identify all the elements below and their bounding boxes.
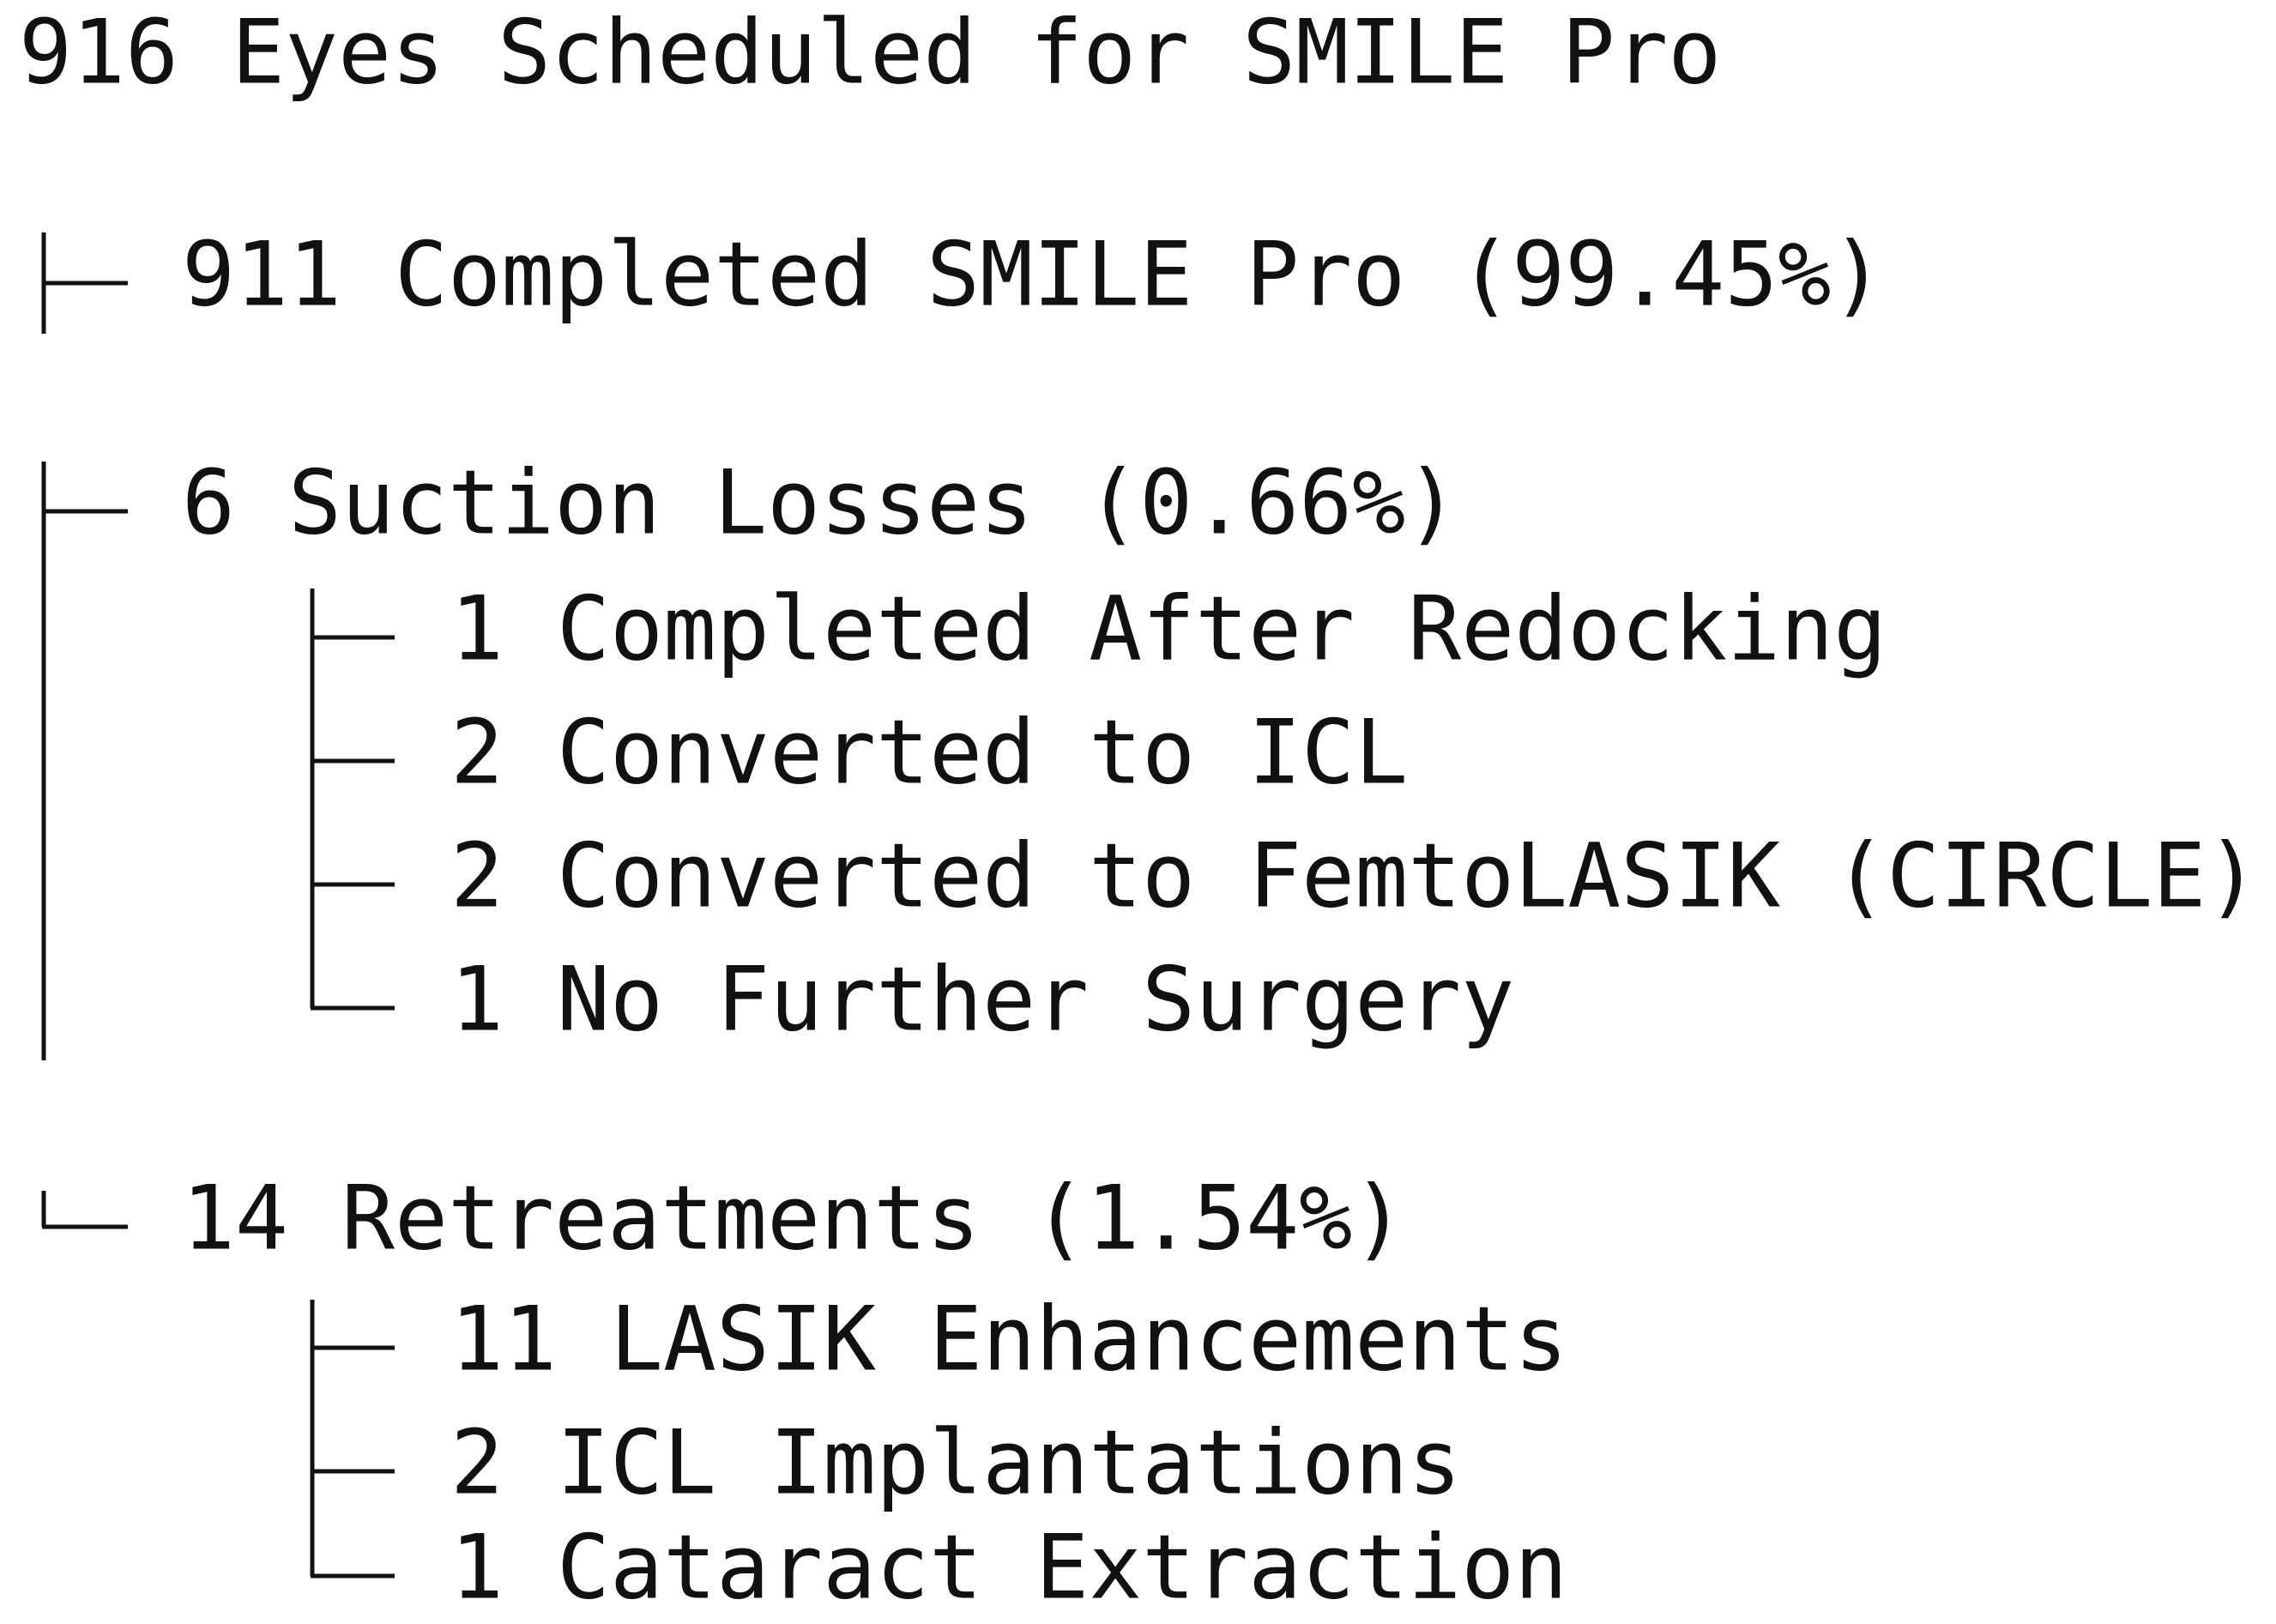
leaf-label: 2 ICL Implantations (450, 1411, 1461, 1514)
branch-label: 6 Suction Losses (0.66%) (182, 451, 1458, 554)
leaf-label: 11 LASIK Enhancements (450, 1288, 1567, 1391)
leaf-label: 1 Completed After Redocking (450, 577, 1887, 680)
branch-label: 14 Retreatments (1.54%) (182, 1167, 1405, 1270)
leaf-label: 2 Converted to FemtoLASIK (CIRCLE) (450, 824, 2259, 927)
leaf-label: 1 Cataract Extraction (450, 1516, 1567, 1619)
root-label: 916 Eyes Scheduled for SMILE Pro (19, 1, 1721, 104)
leaf-label: 2 Converted to ICL (450, 701, 1408, 804)
connectors (41, 232, 395, 1579)
branch-label: 911 Completed SMILE Pro (99.45%) (182, 223, 1884, 326)
leaf-label: 1 No Further Surgery (450, 948, 1514, 1051)
